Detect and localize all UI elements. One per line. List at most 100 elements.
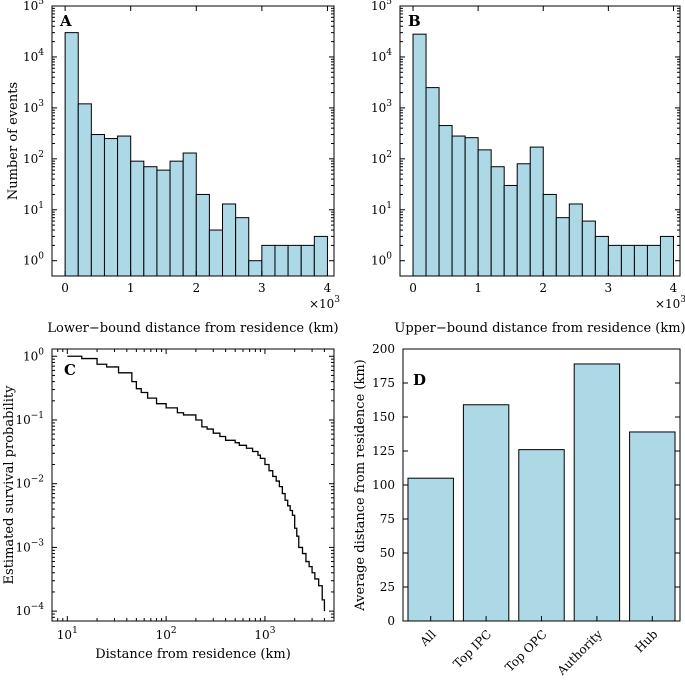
panel-C-ytick-label-2: 10−2 <box>15 475 44 491</box>
panel-A-ytick-base-1: 10 <box>23 203 38 217</box>
panel-A-bar-2 <box>90 134 105 277</box>
panel-B-ytick-label-0: 100 <box>371 252 392 268</box>
panel-C-xlabel: Distance from residence (km) <box>95 647 291 662</box>
panel-A-xtick-label-0: 0 <box>61 281 69 295</box>
panel-C-ytick-label-1: 10−1 <box>15 411 44 427</box>
panel-B-bar-9 <box>529 146 544 277</box>
panel-D-ytick-label-0: 0 <box>387 614 395 628</box>
panel-C-ytick-label-0: 100 <box>23 347 44 363</box>
panel-B-xlabel: Upper−bound distance from residence (km) <box>394 321 685 336</box>
panel-B-bar-2 <box>438 125 453 277</box>
panel-label-A: A <box>59 12 72 30</box>
panel-B-xtick-label-0: 0 <box>409 281 417 295</box>
panel-B-xtick-label-1: 1 <box>474 281 482 295</box>
panel-D-bar-1 <box>462 404 510 622</box>
panel-A-ytick-label-2: 102 <box>23 150 44 166</box>
panel-C-ytick-label-4: 10−4 <box>15 602 44 618</box>
panel-B-ytick-base-4: 10 <box>371 50 386 64</box>
panel-D-ytick-label-7: 175 <box>372 376 395 390</box>
panel-A-bar-9 <box>182 152 197 277</box>
panel-B-ytick-base-0: 10 <box>371 254 386 268</box>
panel-A-ytick-label-0: 100 <box>23 252 44 268</box>
panel-A-bar-6 <box>143 166 158 277</box>
panel-B-bar-5 <box>477 149 492 277</box>
panel-A-bar-1 <box>77 103 92 277</box>
panel-B-bar-13 <box>581 220 596 277</box>
panel-A-x-multiplier-base: ×10 <box>309 297 334 311</box>
panel-A-ytick-base-2: 10 <box>23 152 38 166</box>
panel-B-bar-6 <box>490 166 505 277</box>
panel-B-bar-8 <box>516 163 531 277</box>
panel-A-xtick-label-1: 1 <box>127 281 135 295</box>
panel-B-ytick-base-3: 10 <box>371 101 386 115</box>
panel-A-ytick-base-0: 10 <box>23 254 38 268</box>
panel-D-category-label-3: Authority <box>554 627 605 678</box>
panel-A-xtick-label-4: 4 <box>324 281 332 295</box>
panel-A-bar-5 <box>130 160 145 277</box>
panel-D-ytick-label-8: 200 <box>372 342 395 356</box>
panel-C-xtick-label-1: 102 <box>156 626 177 642</box>
panel-C-ytick-label-4-exp: −4 <box>31 602 45 612</box>
panel-A-xtick-label-3: 3 <box>258 281 266 295</box>
panel-B-ytick-exp-4: 4 <box>386 48 392 58</box>
panel-D-ylabel: Average distance from residence (km) <box>353 359 368 612</box>
panel-B-bar-4 <box>464 137 479 277</box>
panel-D-ytick-label-3: 75 <box>380 512 395 526</box>
panel-A-ytick-label-4: 104 <box>23 48 44 64</box>
panel-B-ytick-label-1: 101 <box>371 201 392 217</box>
panel-B-ytick-exp-3: 3 <box>386 99 392 109</box>
panel-C-xtick-label-2-exp: 3 <box>270 626 276 636</box>
panel-C-xtick-label-0-exp: 1 <box>72 626 78 636</box>
panel-B-bar-16 <box>620 244 635 277</box>
panel-B-bar-3 <box>451 135 466 277</box>
panel-B-ytick-base-1: 10 <box>371 203 386 217</box>
panel-C-ytick-label-0-exp: 0 <box>38 347 44 357</box>
panel-D-category-label-1: Top IPC <box>451 627 495 671</box>
panel-D-ytick-label-2: 50 <box>380 546 395 560</box>
panel-C-ytick-label-2-base: 10 <box>15 477 30 491</box>
panel-B-x-multiplier: ×103 <box>655 295 685 311</box>
panel-B-x-multiplier-base: ×10 <box>655 297 680 311</box>
panel-A-bar-10 <box>195 193 210 277</box>
panel-A-bar-0 <box>64 32 79 277</box>
panel-A-bar-4 <box>117 135 132 277</box>
panel-B-ytick-exp-5: 5 <box>386 0 392 7</box>
panel-C-xtick-label-1-base: 10 <box>156 628 171 642</box>
panel-A-ytick-exp-3: 3 <box>38 99 44 109</box>
panel-A-x-multiplier: ×103 <box>309 295 340 311</box>
panel-A-ytick-base-4: 10 <box>23 50 38 64</box>
panel-A-bar-14 <box>248 260 263 277</box>
panel-C-frame <box>51 348 335 622</box>
panel-A-frame <box>51 5 335 277</box>
panel-D-ytick-label-6: 150 <box>372 410 395 424</box>
panel-B-bar-11 <box>555 217 570 277</box>
panel-C-ytick-label-2-exp: −2 <box>31 475 44 485</box>
panel-A-bar-12 <box>222 203 237 277</box>
panel-D-category-label-4: Hub <box>632 627 660 655</box>
panel-D-category-label-0: All <box>417 627 439 649</box>
panel-A-ytick-label-1: 101 <box>23 201 44 217</box>
panel-B-bar-12 <box>568 203 583 277</box>
panel-B-ytick-exp-1: 1 <box>386 201 392 211</box>
panel-A-bar-3 <box>103 138 119 277</box>
panel-A-bar-19 <box>313 235 328 277</box>
panel-D-ytick-label-4: 100 <box>372 478 395 492</box>
panel-C-xtick-label-0: 101 <box>57 626 78 642</box>
panel-B-ytick-label-2: 102 <box>371 150 392 166</box>
panel-B-bar-7 <box>503 184 518 277</box>
panel-D-ytick-label-1: 25 <box>380 580 395 594</box>
panel-B-ytick-label-5: 105 <box>371 0 392 13</box>
panel-D-bar-0 <box>407 477 454 622</box>
panel-C-xtick-label-2-base: 10 <box>254 628 269 642</box>
panel-label-C: C <box>64 361 76 379</box>
panel-C-ytick-label-3-exp: −3 <box>31 538 45 548</box>
panel-D-bar-3 <box>573 363 621 622</box>
panel-A-ytick-base-3: 10 <box>23 101 38 115</box>
panel-D-bar-4 <box>629 431 676 622</box>
panel-B-bar-0 <box>412 33 427 277</box>
panel-A-bar-16 <box>274 244 289 277</box>
panel-label-D: D <box>413 371 426 389</box>
panel-B-xtick-label-4: 4 <box>670 281 678 295</box>
panel-D-bar-2 <box>518 449 565 622</box>
